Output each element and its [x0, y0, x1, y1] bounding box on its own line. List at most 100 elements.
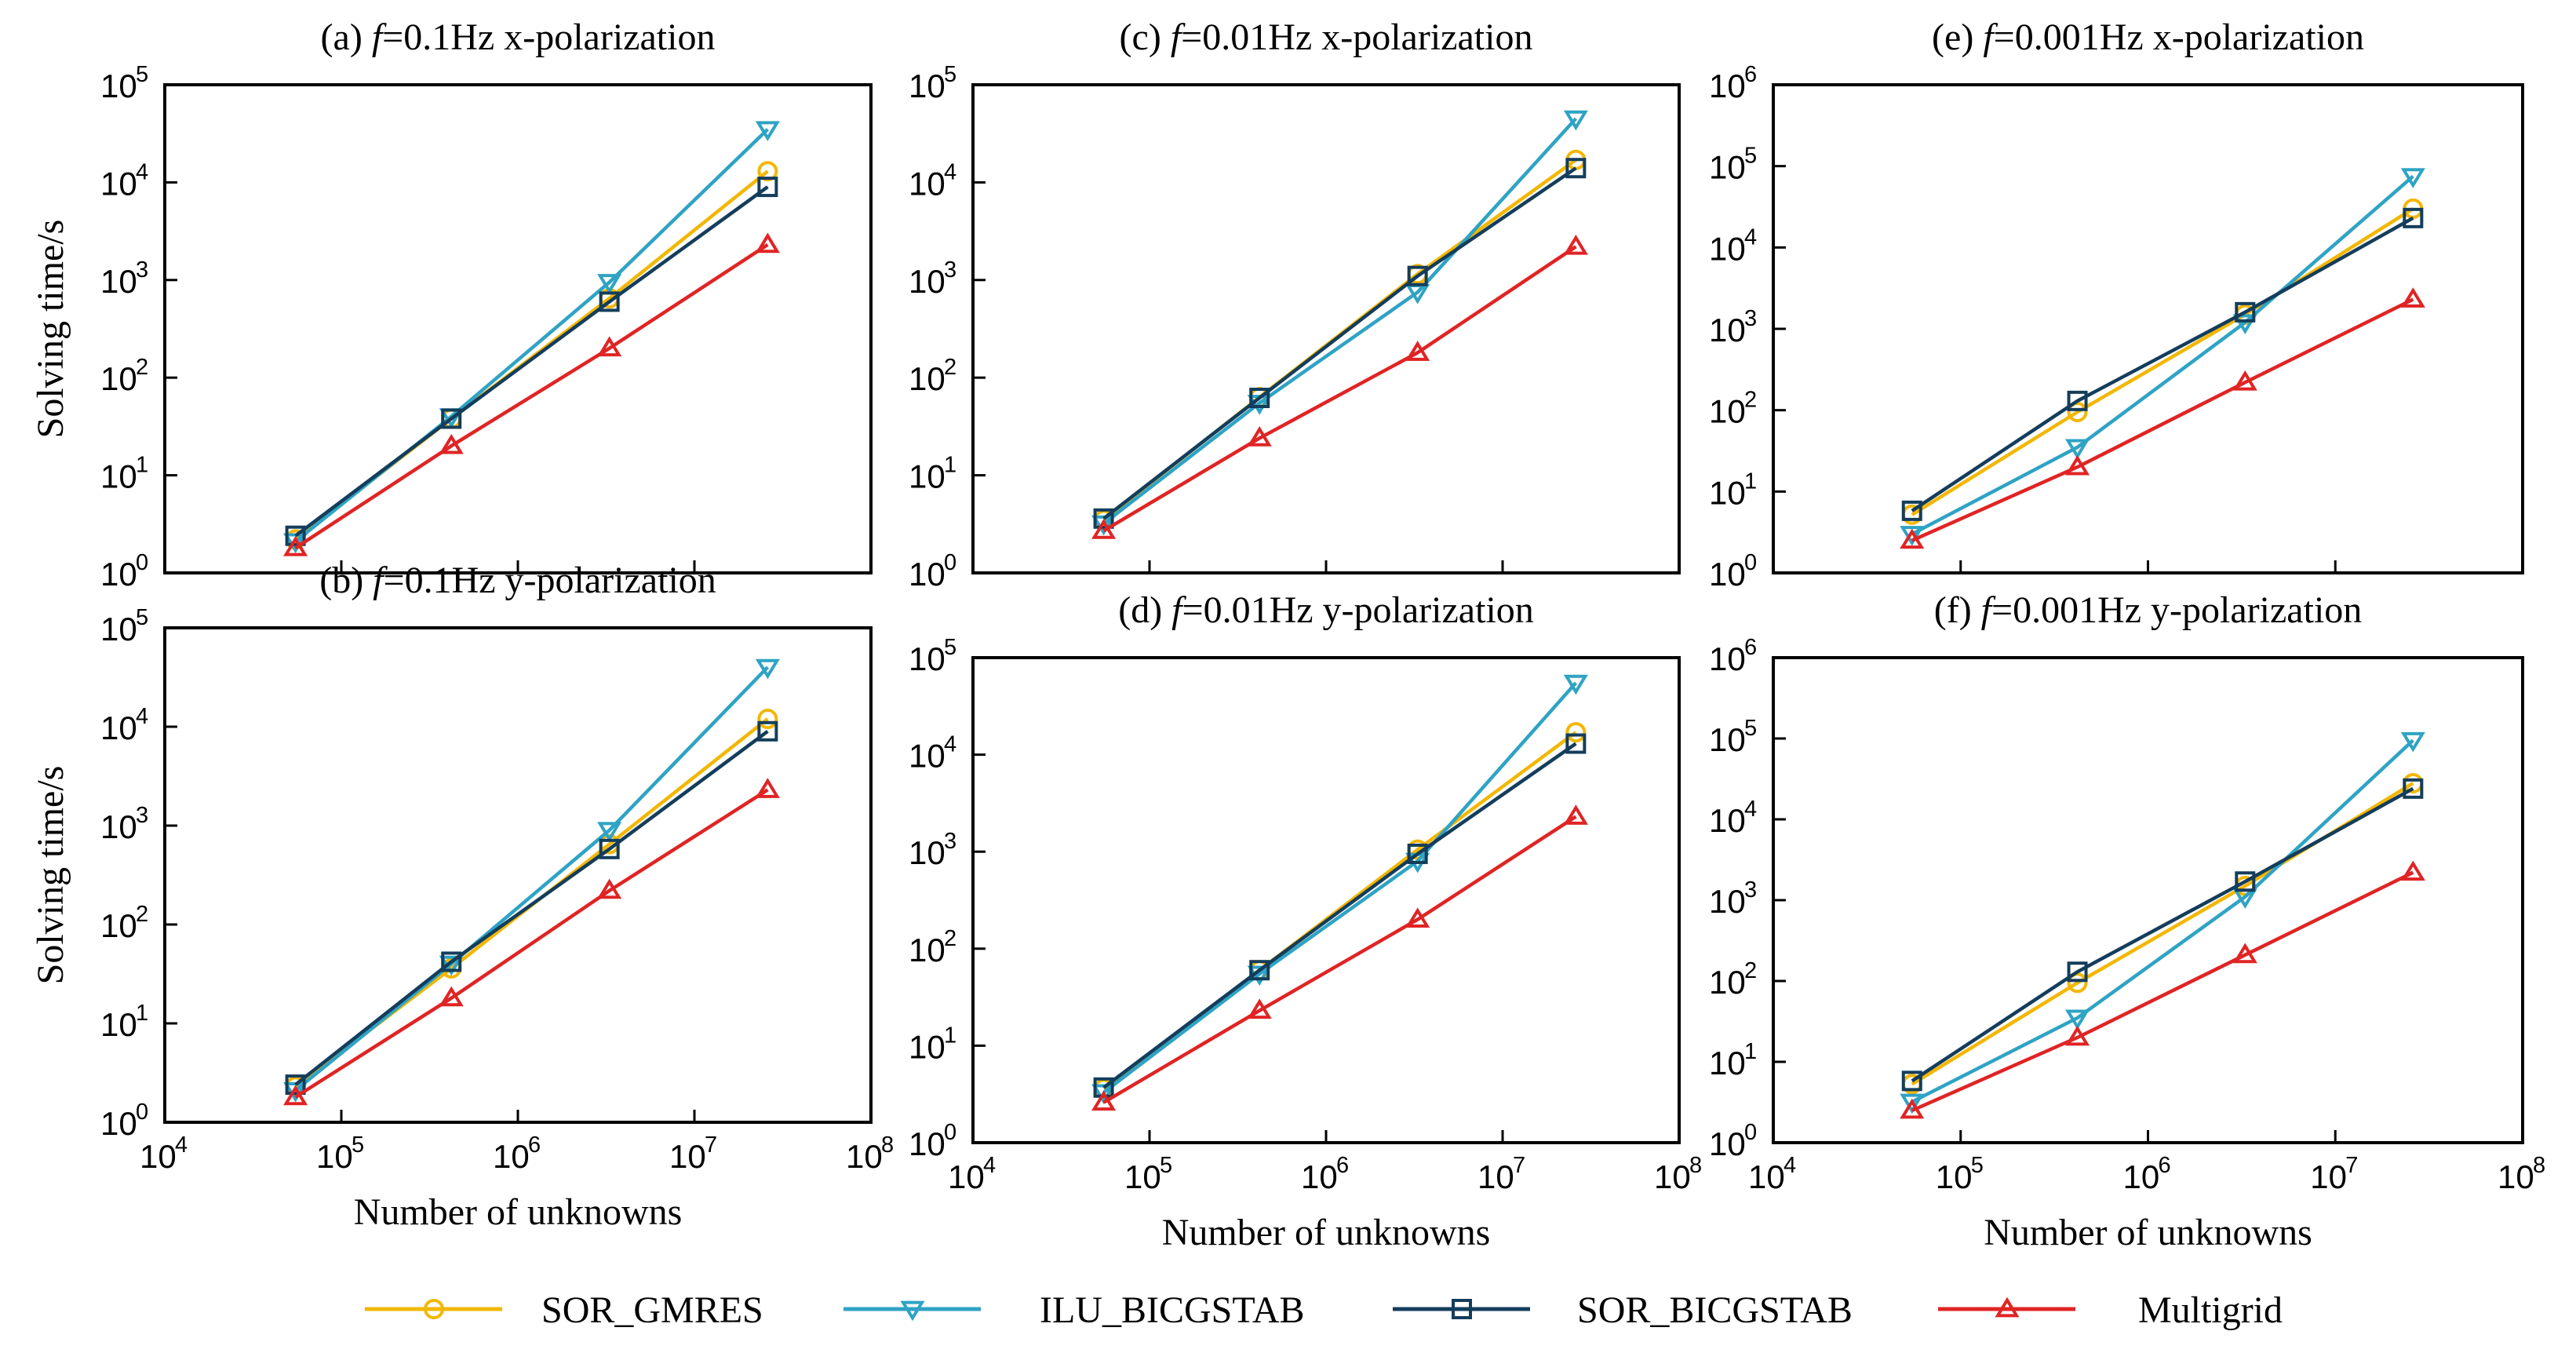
- data-point: [1900, 1093, 1925, 1114]
- y-tick-label-b: 102: [100, 902, 148, 944]
- series-line: [294, 128, 769, 543]
- tick-base: 10: [100, 360, 137, 397]
- data-point: [2235, 871, 2256, 892]
- data-point: [1563, 804, 1588, 825]
- tick-exponent: 6: [2159, 1153, 2171, 1178]
- tick-base: 10: [1709, 67, 1746, 104]
- tick-exponent: 4: [983, 1153, 996, 1178]
- data-point: [1565, 733, 1587, 754]
- y-tick-label-e: 105: [1709, 144, 1757, 186]
- tick-exponent: 0: [944, 550, 956, 575]
- tick-exponent: 8: [1689, 1153, 1702, 1178]
- data-point: [1247, 426, 1272, 447]
- tick-exponent: 4: [136, 159, 148, 184]
- tick-base: 10: [1709, 1125, 1746, 1162]
- tick-base: 10: [316, 1138, 353, 1175]
- y-tick-label-f: 102: [1709, 958, 1757, 1001]
- legend-item-sor-bicgstab: SOR_BICGSTAB: [1393, 1289, 1853, 1331]
- series-line: [1911, 738, 2414, 1104]
- y-tick-label-f: 106: [1709, 635, 1757, 677]
- y-tick-label-e: 106: [1709, 62, 1757, 104]
- panels-layer: (a) f=0.1Hz x-polarization10010110210310…: [30, 16, 2545, 1253]
- series-line: [1102, 117, 1578, 525]
- tick-exponent: 2: [1744, 388, 1757, 413]
- tick-base: 10: [100, 808, 137, 845]
- y-tick-label-d: 105: [909, 635, 956, 677]
- tick-exponent: 2: [136, 902, 148, 927]
- data-point: [2403, 207, 2424, 228]
- series-line: [1911, 174, 2414, 536]
- data-point: [285, 1074, 306, 1096]
- data-point: [2064, 1009, 2090, 1030]
- data-point: [1091, 519, 1117, 539]
- y-tick-label-b: 103: [100, 803, 148, 845]
- x-tick-label-d: 108: [1654, 1153, 1702, 1195]
- y-tick-label-c: 102: [909, 355, 956, 397]
- tick-exponent: 3: [136, 257, 148, 283]
- data-point: [2064, 1025, 2090, 1046]
- data-point: [1563, 674, 1588, 695]
- y-tick-label-e: 104: [1709, 224, 1757, 267]
- tick-exponent: 4: [1744, 797, 1757, 822]
- tick-exponent: 3: [1744, 306, 1757, 331]
- y-tick-label-e: 100: [1709, 550, 1757, 593]
- legend-label: Multigrid: [2138, 1289, 2283, 1331]
- data-point: [1247, 998, 1272, 1019]
- data-point: [2064, 439, 2090, 460]
- x-tick-label-f: 104: [1748, 1153, 1796, 1195]
- plot-frame-a: [163, 83, 873, 574]
- x-tick-label-d: 105: [1124, 1153, 1172, 1195]
- tick-base: 10: [1936, 1158, 1973, 1195]
- x-tick-label-f: 108: [2498, 1153, 2545, 1195]
- x-tick-label-b: 105: [316, 1132, 364, 1175]
- tick-exponent: 1: [944, 453, 956, 478]
- data-point: [2064, 454, 2090, 476]
- series-ilu-bicgstab-e: [1900, 168, 2425, 546]
- tick-base: 10: [100, 556, 137, 593]
- data-point: [755, 778, 780, 798]
- legend-marker: [424, 1299, 444, 1319]
- series-line: [1102, 166, 1577, 520]
- tick-base: 10: [493, 1138, 530, 1175]
- tick-exponent: 7: [2345, 1153, 2358, 1178]
- legend-marker: [1995, 1296, 2020, 1318]
- tick-exponent: 1: [136, 453, 148, 478]
- series-line: [294, 185, 769, 538]
- plot-frame-e: [1772, 83, 2524, 574]
- data-point: [1901, 1070, 1922, 1092]
- tick-exponent: 0: [136, 1100, 148, 1125]
- tick-exponent: 0: [136, 550, 148, 575]
- y-tick-label-e: 103: [1709, 306, 1757, 348]
- tick-base: 10: [1709, 230, 1746, 267]
- tick-base: 10: [1654, 1158, 1691, 1195]
- tick-base: 10: [1709, 556, 1746, 593]
- tick-base: 10: [909, 834, 946, 871]
- series-sor-bicgstab-a: [285, 177, 778, 546]
- panel-title-f: (f) f=0.001Hz y-polarization: [1934, 589, 2363, 631]
- data-point: [441, 951, 462, 972]
- tick-base: 10: [909, 556, 946, 593]
- data-point: [439, 986, 464, 1007]
- tick-exponent: 1: [944, 1023, 956, 1048]
- tick-base: 10: [1709, 312, 1746, 348]
- legend: SOR_GMRES ILU_BICGSTAB SOR_BICGSTAB Multigr…: [365, 1289, 2283, 1331]
- y-tick-label-c: 103: [909, 257, 956, 300]
- y-tick-label-d: 104: [909, 732, 956, 775]
- tick-exponent: 0: [1744, 550, 1757, 575]
- y-tick-label-d: 100: [909, 1120, 956, 1162]
- tick-exponent: 5: [1971, 1153, 1984, 1178]
- series-sor-bicgstab-c: [1093, 158, 1587, 529]
- data-point: [439, 433, 464, 454]
- y-tick-label-b: 100: [100, 1100, 148, 1142]
- legend-item-sor-gmres: SOR_GMRES: [365, 1289, 763, 1331]
- series-line: [294, 788, 769, 1099]
- data-point: [597, 822, 622, 843]
- tick-exponent: 2: [136, 355, 148, 380]
- tick-exponent: 5: [944, 635, 956, 660]
- series-multigrid-b: [283, 778, 780, 1106]
- data-point: [1093, 508, 1114, 529]
- data-point: [1091, 1090, 1117, 1111]
- series-sor-gmres-e: [1901, 198, 2424, 525]
- y-tick-label-d: 102: [909, 926, 956, 968]
- ticks-b: [165, 725, 696, 1122]
